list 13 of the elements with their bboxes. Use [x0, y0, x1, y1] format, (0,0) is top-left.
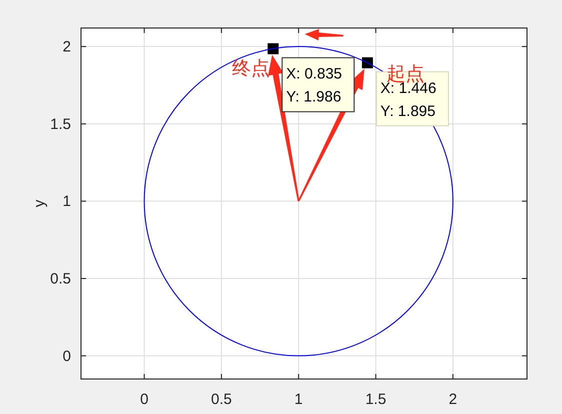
y-axis-title: y: [31, 199, 48, 208]
y-tick-label: 0: [62, 348, 71, 365]
x-tick-label: 2: [448, 391, 458, 408]
y-tick-label: 2: [62, 38, 71, 56]
y-tick-label: 1: [62, 193, 71, 210]
x-tick-label: 1.5: [365, 391, 386, 408]
x-tick-label: 0: [140, 391, 148, 408]
x-tick-label: 1: [294, 391, 303, 408]
x-tick-label: 0.5: [211, 391, 232, 408]
y-tick-label: 0.5: [50, 270, 71, 288]
annotation: X: 0.835 Y: 1.986: [286, 66, 342, 106]
annotation: 终点: [232, 58, 270, 80]
y-tick-label: 1.5: [50, 116, 71, 133]
